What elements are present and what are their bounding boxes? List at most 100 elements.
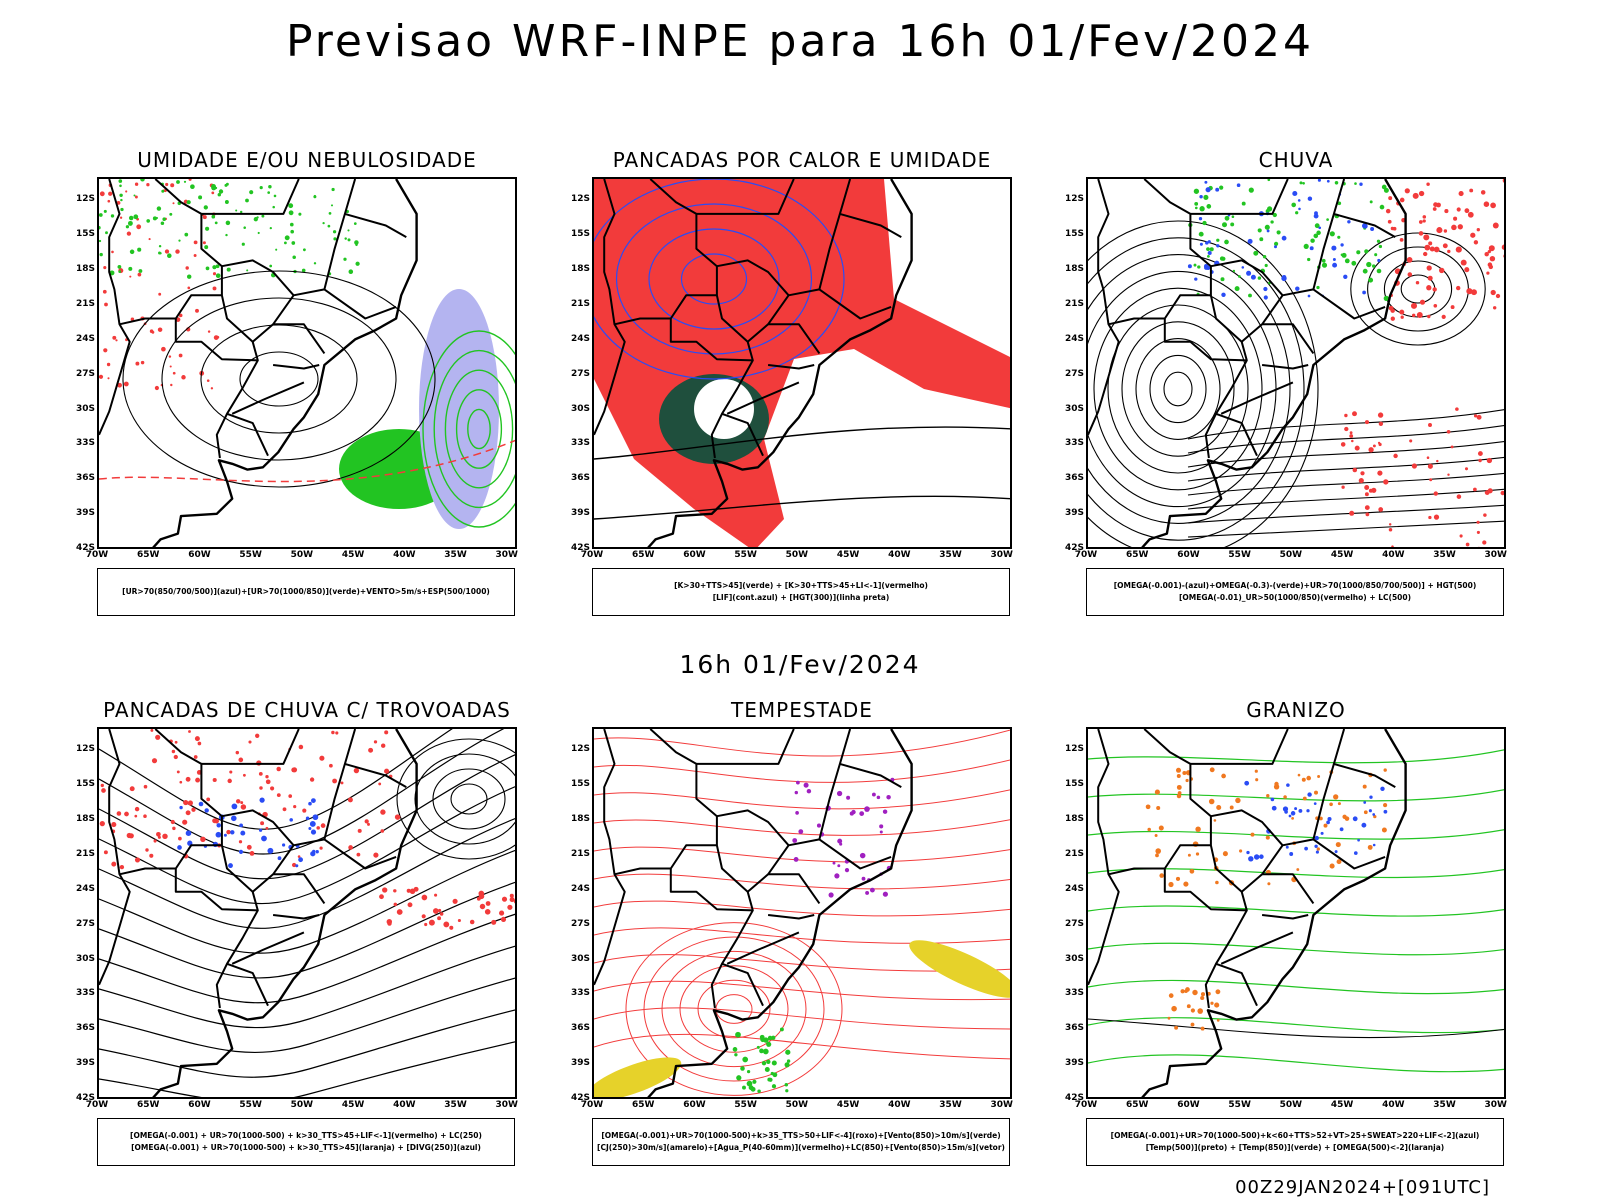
latitude-label: 21S: [75, 298, 95, 309]
latitude-label: 24S: [570, 333, 590, 344]
latitude-label: 18S: [75, 264, 95, 274]
state-border: [716, 259, 790, 296]
latitude-label: 39S: [1064, 1058, 1084, 1069]
map-canvas: [594, 729, 1010, 1097]
latitude-label: 36S: [570, 473, 590, 484]
legend-line: [OMEGA(-0.001) + UR>70(1000-500) + k>30_…: [130, 1131, 482, 1140]
state-border: [1241, 729, 1346, 893]
legend-line: [OMEGA(-0.001)+UR>70(1000-500)+k>35_TTS>…: [601, 1131, 1001, 1140]
legend-line: [OMEGA(-0.001)-(azul)+OMEGA(-0.3)-(verde…: [1113, 581, 1477, 590]
state-border: [768, 323, 821, 354]
latitude-label: 27S: [570, 918, 590, 929]
streamline: [99, 1041, 515, 1097]
latitude-label: 12S: [1064, 194, 1084, 205]
legend-line: [K>30+TTS>45](verde) + [K>30+TTS>45+LI<-…: [674, 581, 928, 590]
legend-line: [OMEGA(-0.01)_UR>50(1000/850)(vermelho) …: [1178, 593, 1412, 602]
water-vapor-contour: [594, 954, 1010, 972]
longitude-label: 60W: [188, 550, 211, 560]
state-border: [603, 729, 616, 875]
map-panel: [97, 727, 517, 1099]
latitude-label: 21S: [570, 298, 590, 309]
state-border: [221, 259, 295, 296]
latitude-label: 21S: [570, 848, 590, 859]
state-border: [221, 809, 295, 846]
state-border: [818, 288, 892, 320]
state-border: [1262, 323, 1315, 354]
latitude-label: 42S: [75, 1093, 95, 1103]
water-vapor-contour: [594, 1007, 1010, 1030]
longitude-label: 40W: [1382, 550, 1405, 560]
state-border: [1312, 838, 1386, 870]
longitude-label: 55W: [1228, 550, 1251, 560]
longitude-label: 70W: [85, 550, 109, 560]
latitude-label: 18S: [75, 814, 95, 824]
state-border: [1333, 212, 1396, 238]
latitude-label: 42S: [570, 543, 590, 553]
longitude-label: 65W: [136, 1100, 160, 1110]
latitude-label: 33S: [570, 988, 590, 999]
latitude-label: 27S: [75, 918, 95, 929]
state-border: [231, 931, 305, 965]
state-border: [1190, 729, 1289, 765]
latitude-label: 33S: [75, 988, 95, 999]
coastline: [1141, 729, 1407, 1097]
latitude-label: 21S: [1064, 848, 1084, 859]
state-border: [154, 179, 269, 457]
height-contour: [1187, 425, 1504, 454]
panel-title: PANCADAS DE CHUVA C/ TROVOADAS: [103, 698, 511, 722]
streamline: [99, 754, 515, 880]
streamline: [99, 1009, 515, 1078]
height-contour: [1187, 440, 1504, 468]
state-border: [594, 317, 671, 436]
latitude-label: 27S: [1064, 918, 1084, 929]
latitude-label: 24S: [75, 333, 95, 344]
panel-title: PANCADAS POR CALOR E UMIDADE: [612, 148, 992, 172]
state-border: [669, 844, 753, 912]
latitude-label: 15S: [75, 779, 95, 790]
state-border: [252, 179, 357, 343]
panel-title: TEMPESTADE: [731, 698, 873, 722]
state-border: [99, 867, 176, 986]
water-vapor-contour: [594, 789, 1010, 810]
streamline: [99, 945, 515, 1029]
state-border: [231, 381, 305, 415]
map-canvas: [1088, 729, 1504, 1097]
longitude-label: 50W: [785, 550, 809, 560]
latitude-label: 12S: [75, 744, 95, 755]
temp850-contour: [1088, 942, 1504, 956]
state-border: [273, 323, 326, 354]
latitude-label: 15S: [1064, 229, 1084, 240]
longitude-label: 30W: [990, 1100, 1013, 1110]
latitude-label: 42S: [1064, 1093, 1084, 1103]
latitude-label: 30S: [570, 403, 590, 414]
longitude-label: 35W: [444, 550, 467, 560]
state-border: [323, 838, 397, 870]
state-border: [710, 413, 723, 459]
state-border: [1163, 294, 1247, 362]
longitude-label: 55W: [239, 1100, 262, 1110]
longitude-label: 30W: [495, 550, 518, 560]
state-border: [669, 294, 753, 362]
map-canvas: [99, 729, 515, 1097]
streamline: [99, 729, 505, 855]
latitude-label: 27S: [570, 368, 590, 379]
run-info-footer: 00Z29JAN2024+[091UTC]: [1235, 1177, 1490, 1198]
map-panel: [592, 727, 1012, 1099]
latitude-label: 15S: [570, 779, 590, 790]
state-border: [716, 809, 790, 846]
latitude-label: 24S: [1064, 333, 1084, 344]
longitude-label: 35W: [939, 1100, 962, 1110]
latitude-label: 24S: [75, 883, 95, 894]
longitude-label: 35W: [444, 1100, 467, 1110]
height-contour: [1187, 409, 1504, 440]
state-border: [1220, 381, 1294, 415]
state-border: [1190, 179, 1289, 215]
jet-area: [909, 940, 1010, 998]
legend-line: [OMEGA(-0.001)+UR>70(1000-500)+k<60+TTS>…: [1110, 1131, 1480, 1140]
state-border: [1210, 809, 1284, 846]
panel-legend: [OMEGA(-0.001)+UR>70(1000-500)+k>35_TTS>…: [592, 1118, 1010, 1166]
height-contour: [1187, 504, 1504, 524]
state-border: [818, 838, 892, 870]
state-border: [1204, 963, 1217, 1009]
latitude-label: 24S: [1064, 883, 1084, 894]
